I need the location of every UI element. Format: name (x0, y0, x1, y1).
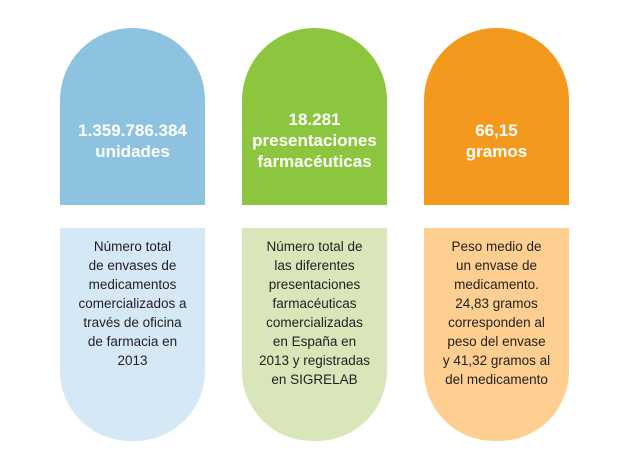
description-line: través de oficina (83, 315, 182, 330)
stat-card-presentaciones: 18.281 presentaciones farmacéuticas (242, 28, 387, 205)
description-line: 2013 y registradas (258, 353, 371, 368)
stat-value: 1.359.786.384 (78, 120, 187, 140)
description-line: peso del envase (447, 334, 546, 349)
description-card-presentaciones: Número total de las diferentes presentac… (242, 228, 387, 441)
description-line: medicamento. (454, 277, 539, 292)
stat-unit: unidades (95, 141, 170, 161)
description-card-envases: Número total de envases de medicamentos … (60, 228, 205, 441)
stat-unit: gramos (465, 141, 528, 161)
description-line: Peso medio de (451, 239, 542, 254)
description-line: Número total (93, 239, 172, 254)
description-line: comercializados a (78, 296, 187, 311)
description-line: 2013 (117, 353, 148, 368)
column-envases: 1.359.786.384 unidades Número total de e… (60, 0, 205, 456)
stat-unit: presentaciones (252, 131, 377, 150)
description-line: presentaciones (268, 277, 361, 292)
description-line: de envases de (88, 258, 177, 273)
description-card-peso: Peso medio de un envase de medicamento. … (424, 228, 569, 441)
description-line: y 41,32 gramos al (442, 353, 551, 368)
description-line: de farmacia en (87, 334, 178, 349)
description-line: corresponden al (448, 315, 545, 330)
column-presentaciones: 18.281 presentaciones farmacéuticas Núme… (242, 0, 387, 456)
column-gramos: 66,15 gramos Peso medio de un envase de … (424, 0, 569, 456)
stat-value: 18.281 (288, 110, 341, 129)
stat-card-unidades: 1.359.786.384 unidades (60, 28, 205, 205)
description-line: comercializadas (266, 315, 363, 330)
description-line: las diferentes (274, 258, 355, 273)
description-line: en España en (272, 334, 357, 349)
description-line: en SIGRELAB (271, 372, 358, 387)
stat-value: 66,15 (475, 120, 518, 140)
description-line: medicamentos (88, 277, 177, 292)
stat-card-gramos: 66,15 gramos (424, 28, 569, 205)
description-line: 24,83 gramos (455, 296, 538, 311)
description-line: un envase de (455, 258, 538, 273)
stat-unit: farmacéuticas (257, 152, 372, 171)
description-line: Número total de (266, 239, 363, 254)
description-line: farmacéuticas (272, 296, 357, 311)
description-line: del medicamento (445, 372, 548, 387)
